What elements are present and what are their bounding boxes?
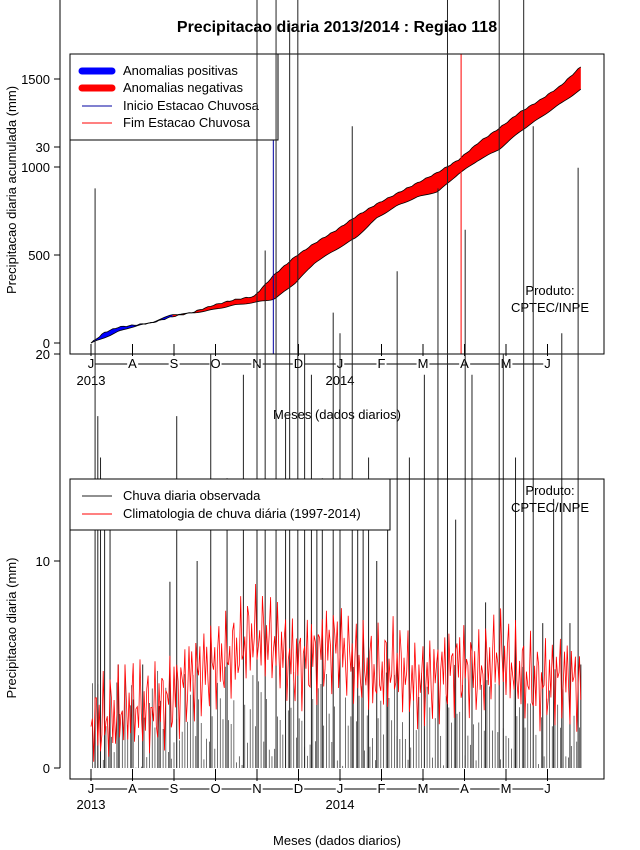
top-month-label: A	[128, 356, 137, 371]
bottom-credit-line-1: Produto:	[525, 483, 574, 498]
bottom-legend: Chuva diaria observada Climatologia de c…	[69, 478, 391, 531]
bottom-month-label: F	[378, 781, 386, 796]
top-month-label: F	[378, 356, 386, 371]
bottom-x-axis-label: Meses (dados diarios)	[273, 833, 401, 848]
bottom-plot-area	[90, 0, 582, 768]
top-credit-line-1: Produto:	[525, 283, 574, 298]
bottom-y-tick-label: 20	[36, 347, 50, 362]
top-credit-line-2: CPTEC/INPE	[511, 300, 589, 315]
top-plot-frame	[69, 53, 605, 355]
top-y-tick-label: 0	[43, 336, 50, 351]
month-label-backing	[168, 781, 180, 796]
top-year-label: 2013	[77, 373, 106, 388]
bottom-month-label: S	[170, 781, 179, 796]
top-month-label: S	[170, 356, 179, 371]
bottom-month-label: N	[252, 781, 261, 796]
month-label-backing	[416, 356, 430, 371]
top-month-label: M	[418, 356, 429, 371]
bottom-month-label: M	[418, 781, 429, 796]
month-label-backing	[459, 356, 471, 371]
bottom-month-label: J	[544, 781, 551, 796]
bottom-month-label: M	[501, 781, 512, 796]
bottom-month-label: A	[460, 781, 469, 796]
legend-label-end: Fim Estacao Chuvosa	[123, 115, 251, 130]
month-label-backing	[292, 781, 305, 796]
bottom-credit-line-2: CPTEC/INPE	[511, 500, 589, 515]
top-y-tick-label: 500	[28, 248, 50, 263]
bottom-year-label: 2013	[77, 797, 106, 812]
month-label-backing	[335, 781, 345, 796]
month-label-backing	[168, 356, 180, 371]
top-legend: Anomalias positivas Anomalias negativas …	[69, 53, 279, 141]
legend-label-positive: Anomalias positivas	[123, 63, 238, 78]
bottom-y-axis-label: Precipitacao diaria (mm)	[4, 558, 19, 699]
bottom-y-tick-label: 0	[43, 761, 50, 776]
month-label-backing	[376, 781, 387, 796]
bottom-month-label: O	[210, 781, 220, 796]
month-label-backing	[209, 356, 222, 371]
top-y-tick-label: 1000	[21, 160, 50, 175]
bottom-y-tick-label: 10	[36, 554, 50, 569]
month-label-backing	[127, 781, 139, 796]
climatology-daily-line	[90, 583, 582, 762]
top-x-axis-label: Meses (dados diarios)	[273, 407, 401, 422]
legend-label-negative: Anomalias negativas	[123, 80, 243, 95]
bottom-legend-box	[69, 478, 391, 531]
top-month-label: O	[210, 356, 220, 371]
month-label-backing	[292, 356, 305, 371]
month-label-backing	[543, 356, 552, 371]
chart-title: Precipitacao diaria 2013/2014 : Regiao 1…	[177, 19, 497, 36]
month-label-backing	[251, 781, 263, 796]
month-label-backing	[376, 356, 387, 371]
bottom-month-label: J	[88, 781, 95, 796]
month-label-backing	[543, 781, 552, 796]
top-y-tick-label: 1500	[21, 72, 50, 87]
top-month-label: M	[501, 356, 512, 371]
month-label-backing	[86, 781, 96, 796]
legend-label-start: Inicio Estacao Chuvosa	[123, 98, 260, 113]
top-month-label: J	[544, 356, 551, 371]
month-label-backing	[127, 356, 139, 371]
month-label-backing	[86, 356, 96, 371]
top-y-axis-label: Precipitacao diaria acumulada (mm)	[4, 86, 19, 294]
bottom-year-label: 2014	[326, 797, 355, 812]
month-label-backing	[209, 781, 222, 796]
top-month-label: D	[294, 356, 303, 371]
top-month-label: J	[88, 356, 95, 371]
bottom-y-axis: 0102030405060	[36, 0, 61, 776]
bottom-month-label: J	[337, 781, 344, 796]
month-label-backing	[499, 781, 513, 796]
month-label-backing	[459, 781, 471, 796]
bottom-month-label: D	[294, 781, 303, 796]
legend-label-climatology: Climatologia de chuva diária (1997-2014)	[123, 506, 361, 521]
top-month-label: A	[460, 356, 469, 371]
month-label-backing	[416, 781, 430, 796]
bottom-month-label: A	[128, 781, 137, 796]
legend-label-observed: Chuva diaria observada	[123, 488, 261, 503]
bottom-y-tick-label: 30	[36, 140, 50, 155]
